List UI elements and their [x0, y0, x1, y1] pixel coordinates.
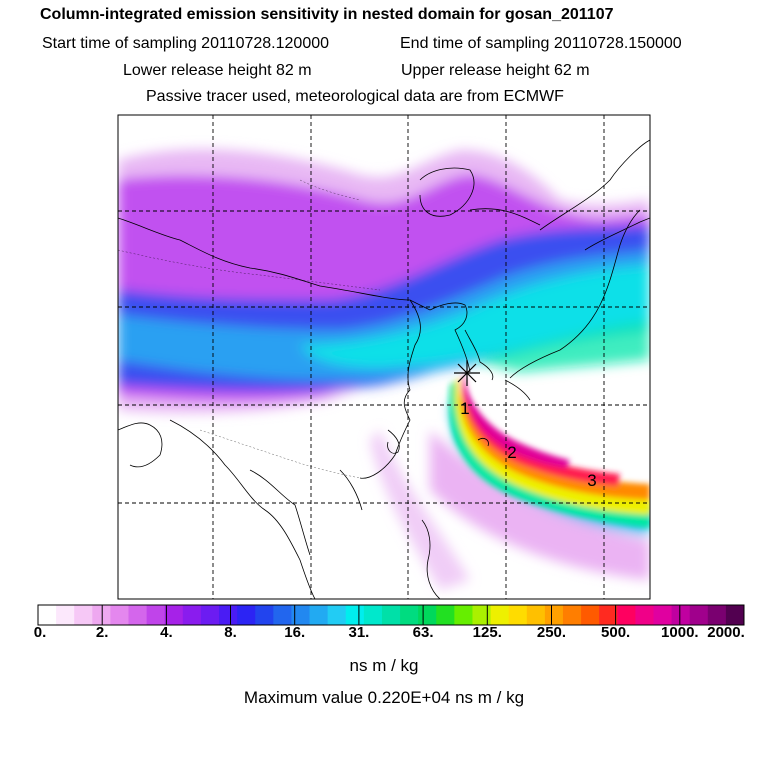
sensitivity-field	[118, 149, 650, 590]
time-marker-3: 3	[587, 471, 596, 490]
colorbar-tick-label: 250.	[536, 624, 567, 641]
colorbar-tick-label: 16.	[284, 624, 306, 641]
colorbar-tick-label: 125.	[472, 624, 502, 641]
tracer-label: Passive tracer used, meteorological data…	[146, 88, 564, 105]
lower-height-label: Lower release height 82 m	[123, 62, 312, 79]
colorbar-tick-label: 8.	[224, 624, 237, 641]
upper-height-label: Upper release height 62 m	[401, 62, 590, 79]
time-marker-2: 2	[507, 443, 516, 462]
colorbar-tick-label: 31.	[348, 624, 370, 641]
colorbar-tick-label: 1000.	[661, 624, 699, 641]
colorbar-tick-label: 63.	[412, 624, 434, 641]
colorbar-tick-label: 500.	[601, 624, 631, 641]
colorbar-tick-label: 2000.	[707, 624, 745, 641]
graticule	[118, 115, 650, 599]
borders	[118, 179, 381, 479]
sensitivity-map: 1 2 3	[117, 114, 651, 600]
maximum-value-label: Maximum value 0.220E+04 ns m / kg	[243, 688, 525, 707]
end-time-label: End time of sampling 20110728.150000	[400, 35, 682, 52]
coastlines	[118, 139, 650, 599]
start-time-label: Start time of sampling 20110728.120000	[42, 35, 330, 52]
time-marker-1: 1	[460, 399, 469, 418]
colorbar-tick-label: 2.	[95, 624, 109, 641]
map-frame	[117, 114, 651, 600]
colorbar-unit: ns m / kg	[349, 656, 419, 675]
plot-title: Column-integrated emission sensitivity i…	[40, 6, 614, 23]
colorbar-tick-label: 4.	[160, 624, 173, 641]
colorbar-tick-label: 0.	[33, 624, 47, 641]
star-icon	[454, 360, 480, 386]
